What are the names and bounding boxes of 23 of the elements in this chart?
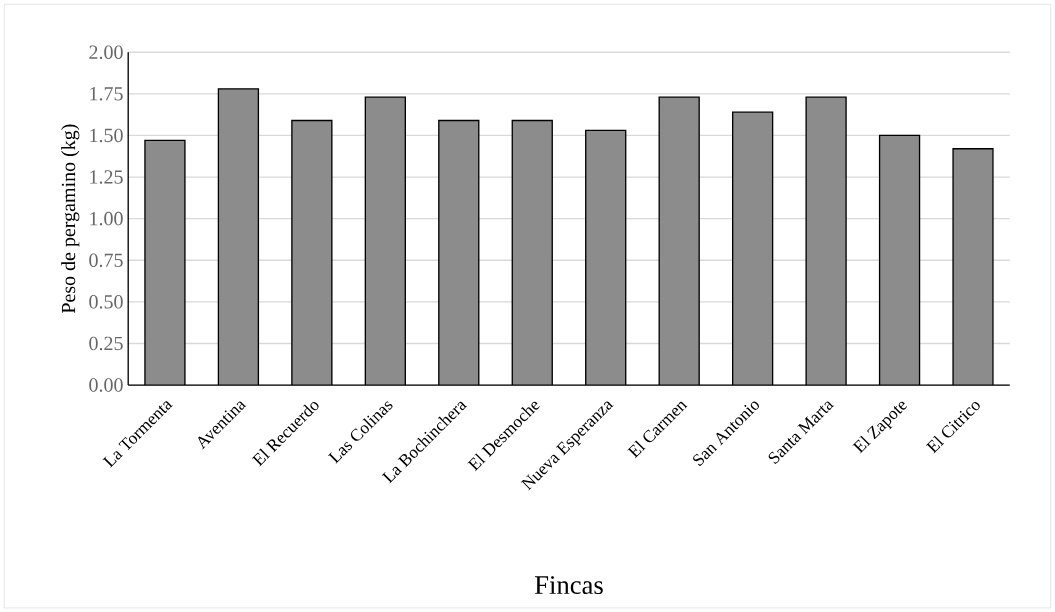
bar	[512, 120, 553, 385]
y-tick-label: 0.00	[89, 378, 123, 392]
bar	[732, 112, 773, 385]
bar	[879, 135, 920, 385]
y-tick-label: 0.50	[89, 294, 123, 309]
y-tick-label: 1.50	[90, 128, 123, 143]
bar	[952, 147, 994, 385]
y-axis-title: Peso de pergamino (kg)	[61, 124, 80, 313]
bar	[291, 120, 332, 385]
bar	[438, 120, 479, 385]
x-axis-title: Fincas	[534, 576, 603, 594]
bar	[144, 140, 185, 385]
y-tick-label: 2.00	[89, 45, 123, 59]
y-tick-label: 0.75	[89, 253, 123, 267]
bar	[365, 97, 406, 385]
bar	[806, 97, 847, 385]
y-tick-label: 1.00	[90, 211, 123, 226]
bar	[659, 97, 700, 385]
y-tick-label: 1.25	[90, 170, 123, 184]
bar	[585, 130, 626, 385]
y-tick-label: 0.25	[89, 336, 123, 351]
bar	[218, 88, 259, 385]
y-tick-label: 1.75	[90, 86, 123, 101]
